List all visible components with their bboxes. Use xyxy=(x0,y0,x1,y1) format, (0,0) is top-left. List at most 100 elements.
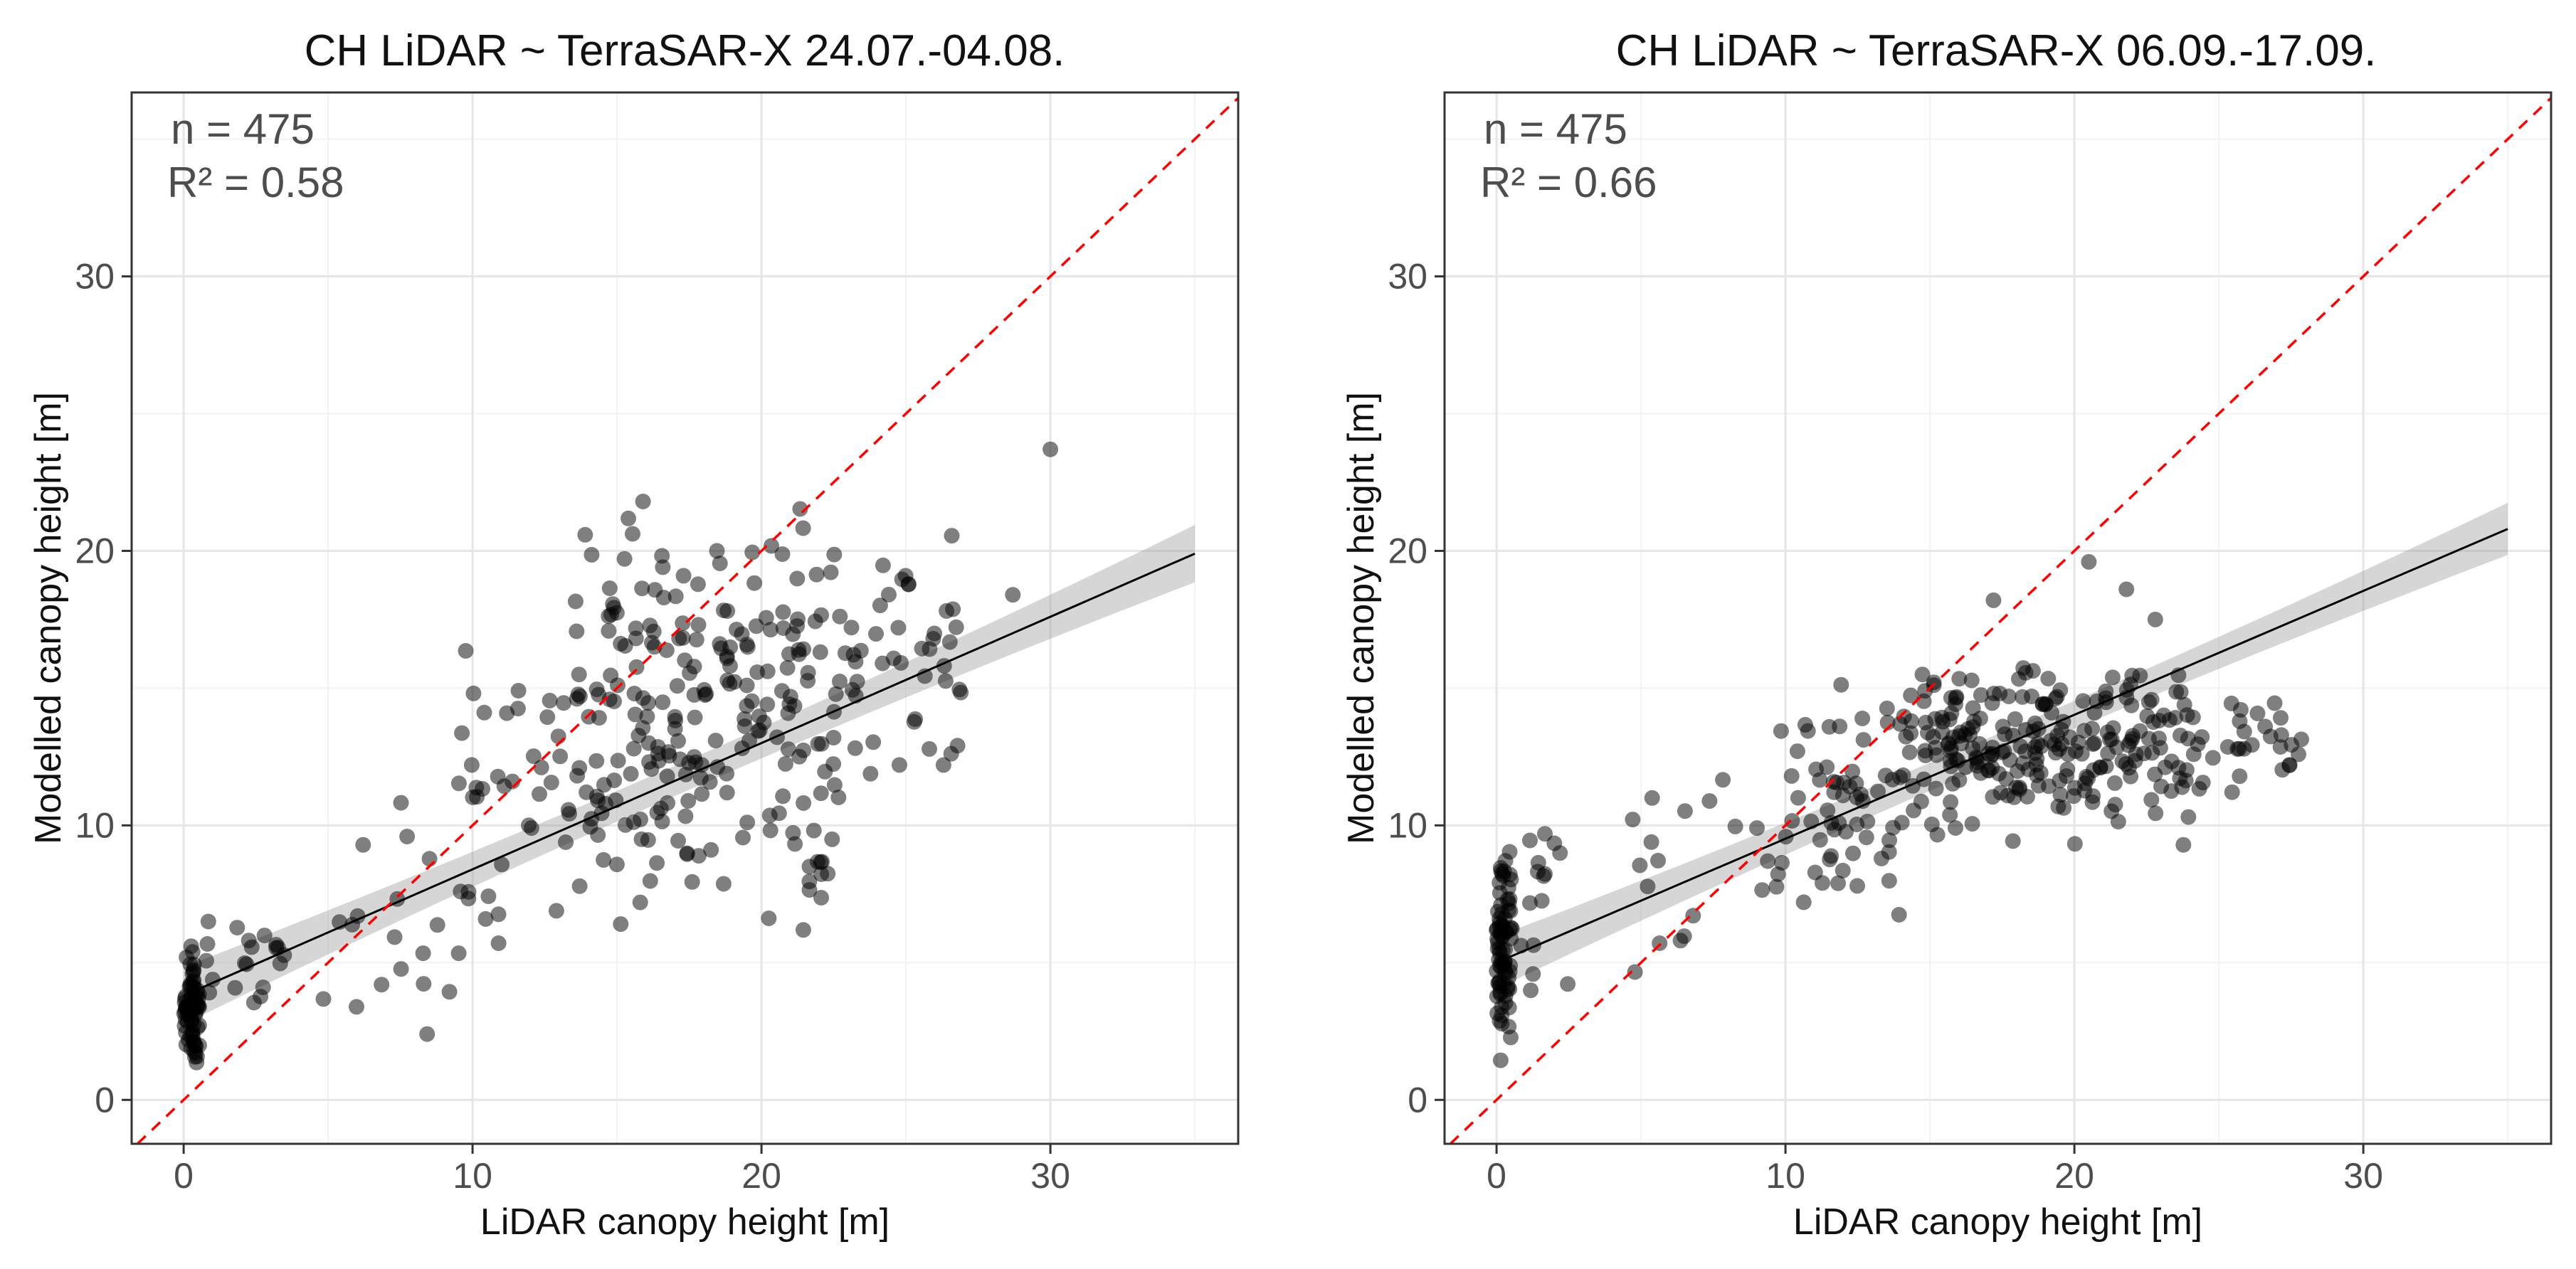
data-point xyxy=(1854,711,1871,726)
data-point xyxy=(2244,737,2260,753)
data-point xyxy=(630,728,647,744)
data-point xyxy=(577,526,593,543)
data-point xyxy=(628,659,645,675)
data-point xyxy=(1784,813,1800,829)
data-point xyxy=(1677,803,1693,819)
data-point xyxy=(2098,683,2114,699)
data-point xyxy=(188,1038,204,1054)
data-point xyxy=(826,777,843,793)
data-point xyxy=(510,683,527,699)
data-point xyxy=(2132,723,2148,739)
data-point xyxy=(828,686,844,702)
data-point xyxy=(771,805,787,822)
data-point xyxy=(613,916,629,933)
data-point xyxy=(2281,757,2298,773)
data-point xyxy=(1881,873,1897,889)
regression-line xyxy=(183,552,1195,997)
data-point xyxy=(792,501,808,517)
data-point xyxy=(567,593,584,610)
data-point xyxy=(441,984,458,1000)
data-point xyxy=(2007,711,2023,727)
data-point xyxy=(623,765,639,782)
data-point xyxy=(690,617,707,633)
data-point xyxy=(2049,728,2066,744)
data-point xyxy=(243,939,260,955)
data-point xyxy=(1849,790,1865,806)
data-point xyxy=(709,543,725,559)
data-point xyxy=(1870,783,1886,800)
data-point xyxy=(2128,746,2144,763)
data-point xyxy=(801,874,818,890)
data-point xyxy=(761,910,777,926)
data-point xyxy=(1560,976,1576,992)
data-point xyxy=(2153,778,2169,795)
data-point xyxy=(935,757,951,773)
data-point xyxy=(1701,793,1718,809)
data-point xyxy=(581,708,597,725)
data-point xyxy=(469,789,485,805)
data-point xyxy=(2150,731,2167,747)
data-point xyxy=(227,979,243,996)
data-point xyxy=(2085,788,2101,805)
data-point xyxy=(1945,775,1961,792)
data-point xyxy=(458,643,474,659)
data-point xyxy=(862,765,879,782)
data-point xyxy=(808,566,825,583)
data-point xyxy=(927,625,943,642)
data-point xyxy=(715,876,732,892)
data-point xyxy=(945,601,961,617)
data-point xyxy=(601,622,617,639)
data-point xyxy=(667,588,684,605)
plot-area xyxy=(1449,97,2551,1144)
data-point xyxy=(550,728,566,745)
data-point xyxy=(2074,745,2090,762)
data-point xyxy=(419,1026,436,1042)
x-tick-label: 0 xyxy=(174,1156,194,1196)
data-point xyxy=(2050,798,2066,814)
data-point xyxy=(2012,738,2029,755)
data-point xyxy=(569,691,585,707)
data-point xyxy=(597,795,613,812)
data-point xyxy=(386,929,403,945)
data-point xyxy=(2032,765,2049,781)
data-point xyxy=(1812,832,1828,848)
data-point xyxy=(1934,724,1951,740)
data-point xyxy=(617,817,633,833)
x-axis-label: LiDAR canopy height [m] xyxy=(1793,1201,2202,1243)
data-point xyxy=(596,851,612,868)
data-point xyxy=(1928,780,1944,797)
data-point xyxy=(2059,761,2076,777)
data-point xyxy=(450,775,467,792)
data-point xyxy=(744,544,761,561)
data-point xyxy=(677,652,693,669)
data-point xyxy=(1525,966,1541,982)
data-point xyxy=(616,551,633,567)
data-point xyxy=(1879,700,1895,716)
data-point xyxy=(1964,816,1980,832)
data-point xyxy=(675,568,692,584)
data-point xyxy=(2293,731,2309,748)
data-point xyxy=(764,538,779,554)
data-point xyxy=(944,528,960,544)
data-point xyxy=(610,753,626,769)
data-point xyxy=(1858,829,1874,846)
data-point xyxy=(613,635,629,652)
data-point xyxy=(521,817,537,834)
data-point xyxy=(660,795,675,811)
data-point xyxy=(703,841,719,858)
data-point xyxy=(1951,671,1968,687)
data-point xyxy=(1833,676,1849,693)
data-point xyxy=(2006,789,2022,805)
data-point xyxy=(647,582,663,598)
data-point xyxy=(1903,725,1919,741)
data-point xyxy=(1985,745,2000,762)
data-point xyxy=(796,742,811,758)
data-point xyxy=(2092,759,2108,775)
data-point xyxy=(2104,669,2121,686)
y-axis-label: Modelled canopy height [m] xyxy=(1341,392,1382,844)
data-point xyxy=(1894,814,1910,831)
x-tick-label: 30 xyxy=(2343,1156,2383,1196)
data-point xyxy=(1943,794,1959,810)
data-point xyxy=(561,806,577,822)
data-point xyxy=(739,814,756,831)
